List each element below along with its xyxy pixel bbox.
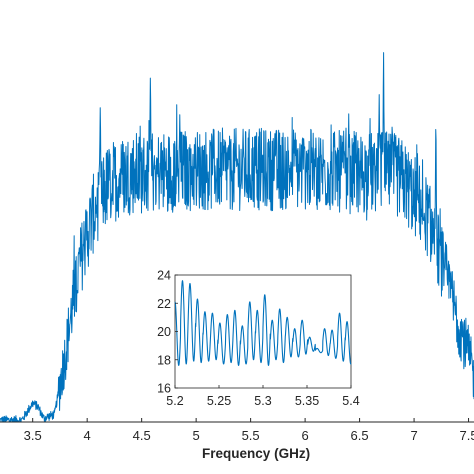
main-x-tick-label: 7 [410, 428, 417, 443]
main-series-line [0, 52, 474, 423]
inset-y-tick-label: 16 [157, 382, 171, 396]
main-x-axis-title: Frequency (GHz) [202, 446, 310, 461]
main-plot: 3.5 4 4.5 5 5.5 6 6.5 7 7.5 Frequency (GHz) [0, 52, 474, 461]
inset-y-tick-label: 20 [157, 325, 171, 339]
inset-y-tick-label: 18 [157, 353, 171, 367]
inset-x-tick-label: 5.2 [166, 394, 183, 408]
main-x-tick-label: 6.5 [351, 428, 369, 443]
main-x-tick-label: 5 [193, 428, 200, 443]
inset-x-tick-label: 5.35 [295, 394, 319, 408]
inset-y-ticks: 16 18 20 22 24 [157, 269, 178, 396]
inset-x-tick-label: 5.25 [207, 394, 231, 408]
inset-y-tick-label: 22 [157, 297, 171, 311]
main-x-tick-label: 6 [301, 428, 308, 443]
inset-x-tick-label: 5.4 [342, 394, 359, 408]
main-x-tick-label: 5.5 [242, 428, 260, 443]
inset-series-line [174, 280, 352, 366]
main-x-ticks: 3.5 4 4.5 5 5.5 6 6.5 7 7.5 [24, 418, 474, 443]
inset-x-tick-label: 5.3 [254, 394, 271, 408]
main-x-tick-label: 3.5 [24, 428, 42, 443]
main-x-tick-label: 7.5 [460, 428, 474, 443]
inset-background [174, 274, 352, 389]
main-x-tick-label: 4 [84, 428, 91, 443]
main-x-tick-label: 4.5 [133, 428, 151, 443]
inset-plot: 5.2 5.25 5.3 5.35 5.4 16 18 20 22 24 [157, 269, 360, 409]
inset-x-ticks: 5.2 5.25 5.3 5.35 5.4 [166, 385, 360, 408]
inset-y-tick-label: 24 [157, 269, 171, 283]
